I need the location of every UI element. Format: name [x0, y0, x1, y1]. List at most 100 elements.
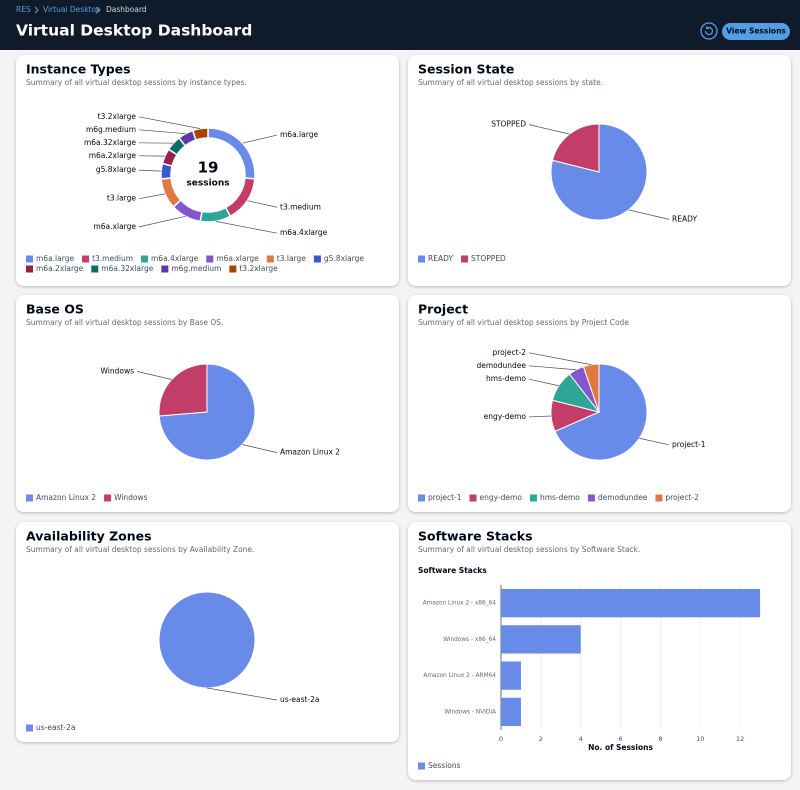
legend-item: project-2: [655, 493, 699, 502]
leader-line: [138, 116, 201, 129]
leader-line: [136, 371, 172, 380]
slice-label: STOPPED: [491, 120, 526, 129]
slice-label: demodundee: [476, 361, 526, 370]
legend-item: m6a.large: [26, 254, 74, 263]
legend-swatch: [229, 265, 237, 273]
legend-label: g5.8xlarge: [324, 254, 365, 263]
leader-line: [528, 124, 570, 135]
legend-swatch: [91, 265, 99, 273]
donut-center-value: 19: [198, 159, 219, 177]
x-tick-label: 4: [579, 735, 583, 743]
x-axis-label: No. of Sessions: [588, 743, 653, 752]
x-tick-label: 10: [696, 735, 704, 743]
legend-label: t3.2xlarge: [239, 264, 278, 273]
legend-swatch: [26, 494, 33, 502]
legend-swatch: [26, 255, 33, 263]
legend-label: project-1: [428, 493, 462, 502]
x-tick-label: 2: [539, 735, 543, 743]
slice-label: Windows: [101, 366, 135, 375]
legend-item: m6a.32xlarge: [91, 264, 154, 273]
breadcrumb-link[interactable]: RES: [16, 5, 31, 14]
legend-item: Amazon Linux 2: [26, 493, 96, 502]
slice-label: t3.large: [107, 194, 136, 203]
leader-line: [528, 378, 559, 387]
breadcrumb-link[interactable]: Virtual Desktop: [43, 5, 101, 14]
leader-line: [242, 444, 278, 453]
legend-label: engy-demo: [480, 493, 523, 502]
slice-label: g5.8xlarge: [96, 165, 137, 174]
x-tick-label: 6: [619, 735, 623, 743]
card-subtitle: Summary of all virtual desktop sessions …: [26, 78, 247, 87]
legend-swatch: [313, 255, 321, 263]
card-subtitle: Summary of all virtual desktop sessions …: [418, 318, 629, 327]
breadcrumb-separator: [34, 6, 39, 14]
leader-line: [138, 169, 162, 172]
slice-label: hms-demo: [486, 374, 526, 383]
legend-swatch: [104, 494, 112, 502]
legend-item: Sessions: [418, 761, 461, 770]
legend-swatch: [418, 255, 425, 263]
x-tick-label: 8: [658, 735, 662, 743]
page-title: Virtual Desktop Dashboard: [16, 22, 252, 40]
y-tick-label: Amazon Linux 2 - ARM64: [423, 673, 496, 679]
bar: [501, 697, 521, 727]
legend-label: project-2: [665, 493, 699, 502]
legend-item: STOPPED: [461, 254, 506, 263]
donut-slice: [191, 127, 209, 141]
legend-swatch: [266, 255, 274, 263]
view-sessions-button[interactable]: [722, 23, 790, 40]
header-bar: [0, 0, 800, 50]
legend-swatch: [418, 762, 425, 770]
card: [16, 55, 399, 286]
legend-item: engy-demo: [469, 493, 523, 502]
slice-label: engy-demo: [484, 412, 527, 421]
legend-label: t3.large: [277, 254, 306, 263]
leader-line: [138, 129, 186, 135]
button-label[interactable]: View Sessions: [726, 27, 786, 36]
legend-item: READY: [418, 254, 453, 263]
legend-label: Windows: [114, 493, 148, 502]
bar: [501, 625, 581, 654]
x-tick-label: 0: [499, 735, 503, 743]
y-tick-label: Windows - x86_64: [443, 637, 496, 643]
breadcrumb-separator: [95, 6, 100, 14]
leader-line: [138, 193, 166, 200]
legend-label: m6a.xlarge: [216, 254, 259, 263]
legend-swatch: [529, 494, 537, 502]
bar: [501, 588, 761, 618]
slice-label: project-1: [672, 440, 706, 449]
slice-label: m6a.xlarge: [93, 222, 136, 231]
card-subtitle: Summary of all virtual desktop sessions …: [26, 318, 223, 327]
x-tick-label: 12: [736, 735, 744, 743]
legend-label: m6a.2xlarge: [36, 264, 84, 273]
legend-item: t3.large: [266, 254, 306, 263]
legend-item: project-1: [418, 493, 462, 502]
leader-line: [528, 352, 592, 365]
legend-item: t3.2xlarge: [229, 264, 278, 273]
legend-swatch: [418, 494, 425, 502]
pie-slice: [551, 123, 600, 173]
card-title: Base OS: [26, 302, 84, 317]
donut-center-label: sessions: [186, 179, 229, 189]
legend-label: m6a.32xlarge: [101, 264, 153, 273]
slice-label: t3.medium: [280, 202, 321, 211]
leader-line: [247, 200, 278, 208]
leader-line: [528, 415, 552, 418]
legend-item: us-east-2a: [26, 723, 76, 732]
card-title: Instance Types: [26, 62, 131, 77]
card-subtitle: Summary of all virtual desktop sessions …: [418, 78, 603, 87]
legend-item: Windows: [104, 493, 148, 502]
leader-line: [206, 687, 278, 701]
legend-swatch: [206, 255, 214, 263]
legend-swatch: [161, 265, 169, 273]
legend-item: m6a.4xlarge: [141, 254, 199, 263]
breadcrumb-current: Dashboard: [106, 5, 147, 14]
slice-label: m6a.4xlarge: [280, 228, 328, 237]
legend-item: hms-demo: [529, 493, 580, 502]
legend-label: m6g.medium: [171, 264, 221, 273]
slice-label: m6g.medium: [86, 125, 136, 134]
refresh-button[interactable]: [700, 22, 718, 40]
leader-line: [215, 221, 278, 234]
bar: [501, 661, 521, 690]
